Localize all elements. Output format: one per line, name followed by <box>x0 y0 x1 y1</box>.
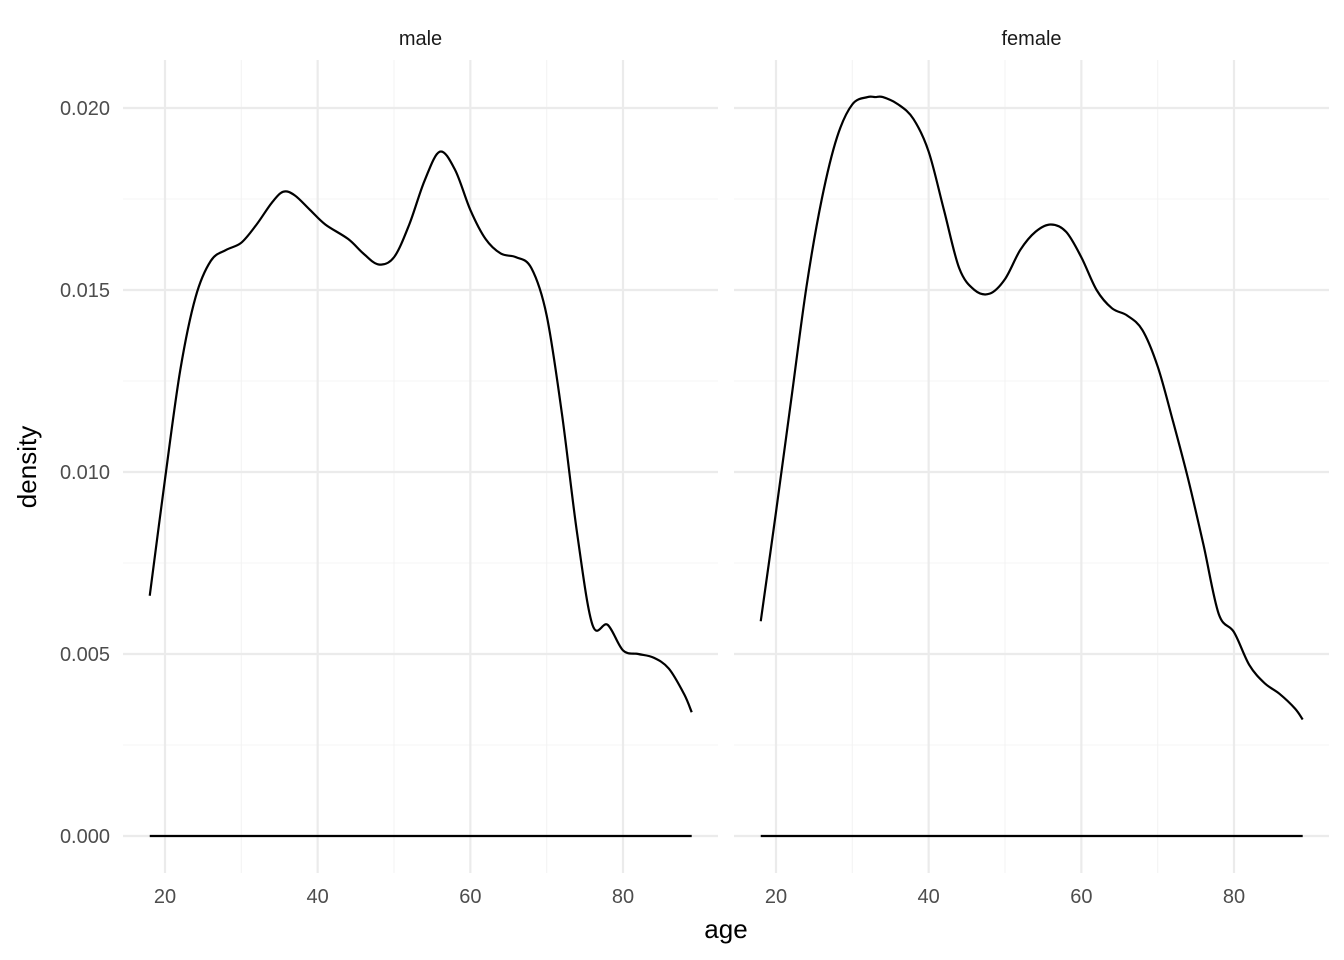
x-tick-label: 20 <box>154 886 176 908</box>
x-tick-label: 60 <box>1070 886 1092 908</box>
x-tick-label: 80 <box>1223 886 1245 908</box>
x-tick-label: 40 <box>918 886 940 908</box>
x-tick-label: 80 <box>612 886 634 908</box>
y-tick-label: 0.000 <box>60 826 110 848</box>
density-line-female <box>759 95 1304 721</box>
x-tick-label: 20 <box>765 886 787 908</box>
x-tick-label: 60 <box>459 886 481 908</box>
y-tick-label: 0.005 <box>60 644 110 666</box>
panel-female: female 20 40 60 80 <box>734 28 1329 908</box>
panels-layer: male 20 40 60 80 female 20 40 60 80 <box>123 28 1329 908</box>
facet-label-female: female <box>1001 28 1061 50</box>
facet-label-male: male <box>399 28 442 50</box>
y-axis: 0.000 0.005 0.010 0.015 0.020 <box>60 98 110 848</box>
panel-male: male 20 40 60 80 <box>123 28 718 908</box>
y-tick-label: 0.010 <box>60 462 110 484</box>
x-tick-label: 40 <box>307 886 329 908</box>
y-axis-title: density <box>12 426 42 508</box>
y-tick-label: 0.015 <box>60 280 110 302</box>
y-tick-label: 0.020 <box>60 98 110 120</box>
density-line-male <box>148 150 693 713</box>
x-axis-title: age <box>704 914 747 944</box>
